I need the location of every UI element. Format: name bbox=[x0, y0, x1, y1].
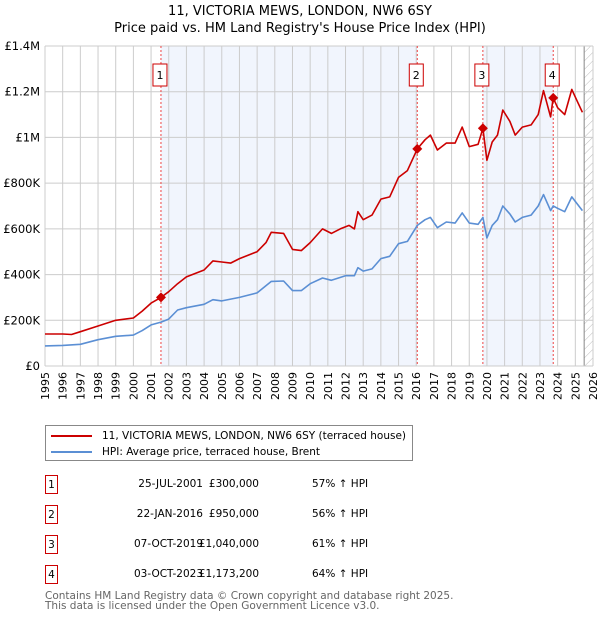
y-tick-label: £400K bbox=[3, 268, 40, 282]
x-tick-label: 2002 bbox=[163, 372, 176, 400]
transaction-hpi: 64% ↑ HPI bbox=[312, 568, 369, 580]
x-tick-label: 2014 bbox=[375, 372, 388, 400]
x-tick-label: 1996 bbox=[57, 372, 70, 400]
sale-point bbox=[548, 92, 559, 103]
y-tick-label: £1M bbox=[15, 130, 40, 144]
price-chart: 1995 1996 1997 1998 1999 2000 2001 2002 2003 2004… bbox=[3, 39, 600, 400]
y-tick-label: £1.4M bbox=[4, 39, 40, 53]
hpi-line bbox=[44, 193, 584, 347]
legend-item-hpi: HPI: Average price, terraced house, Bren… bbox=[46, 444, 320, 460]
chart-title: 11, VICTORIA MEWS, LONDON, NW6 6SY bbox=[168, 4, 432, 19]
x-tick-label: 1998 bbox=[92, 372, 105, 400]
x-tick-label: 2024 bbox=[552, 372, 565, 400]
x-tick-label: 2008 bbox=[269, 372, 282, 400]
x-tick-label: 2012 bbox=[340, 372, 353, 400]
x-tick-label: 2010 bbox=[304, 372, 317, 400]
x-tick-label: 1999 bbox=[110, 372, 123, 400]
transaction-price: £1,173,200 bbox=[198, 568, 259, 580]
y-tick-label: £600K bbox=[3, 222, 40, 236]
transaction-hpi: 61% ↑ HPI bbox=[312, 538, 369, 550]
property-price-line bbox=[45, 88, 584, 336]
transaction-row: 3 07-OCT-2019 £1,040,000 61% ↑ HPI bbox=[45, 535, 445, 555]
transaction-row: 4 03-OCT-2023 £1,173,200 64% ↑ HPI bbox=[45, 565, 445, 585]
sale-number-box bbox=[544, 63, 560, 87]
chart-subtitle: Price paid vs. HM Land Registry's House … bbox=[114, 21, 486, 36]
transaction-date: 03-OCT-2023 bbox=[134, 568, 203, 580]
transaction-date: 22-JAN-2016 bbox=[136, 508, 203, 520]
transaction-row: 1 25-JUL-2001 £300,000 57% ↑ HPI bbox=[45, 475, 445, 495]
x-tick-label: 2025 bbox=[569, 372, 582, 400]
sale-point bbox=[412, 143, 423, 154]
transaction-price: £300,000 bbox=[208, 478, 259, 490]
legend-item-property: 11, VICTORIA MEWS, LONDON, NW6 6SY (terr… bbox=[46, 428, 406, 444]
x-tick-label: 2018 bbox=[446, 372, 459, 400]
sale-number-box bbox=[474, 63, 490, 87]
x-tick-label: 2021 bbox=[499, 372, 512, 400]
transaction-price: £1,040,000 bbox=[198, 538, 259, 550]
x-tick-label: 2015 bbox=[393, 372, 406, 400]
x-tick-label: 2017 bbox=[428, 372, 441, 400]
x-tick-label: 2020 bbox=[481, 372, 494, 400]
sale-period-shade bbox=[160, 46, 418, 366]
sale-point bbox=[477, 123, 488, 134]
x-tick-label: 2000 bbox=[127, 372, 140, 400]
x-tick-label: 2009 bbox=[286, 372, 299, 400]
transaction-date: 07-OCT-2019 bbox=[134, 538, 203, 550]
x-tick-label: 2026 bbox=[587, 372, 600, 400]
y-tick-label: £1.2M bbox=[4, 85, 40, 99]
x-tick-label: 2001 bbox=[145, 372, 158, 400]
sale-number-label: 2 bbox=[413, 69, 420, 82]
x-tick-label: 2004 bbox=[198, 372, 211, 400]
legend-label: 11, VICTORIA MEWS, LONDON, NW6 6SY (terr… bbox=[102, 430, 407, 442]
footer-licence: This data is licensed under the Open Gov… bbox=[45, 600, 380, 612]
x-tick-label: 2011 bbox=[322, 372, 335, 400]
sale-number-label: 3 bbox=[478, 69, 485, 82]
transaction-price: £950,000 bbox=[208, 508, 259, 520]
x-tick-label: 2019 bbox=[463, 372, 476, 400]
transaction-date: 25-JUL-2001 bbox=[138, 478, 203, 490]
transaction-number: 1 bbox=[45, 475, 58, 494]
x-tick-label: 2007 bbox=[251, 372, 264, 400]
legend-swatch-red bbox=[51, 435, 92, 437]
x-tick-label: 2006 bbox=[233, 372, 246, 400]
legend-swatch-blue bbox=[51, 451, 92, 453]
sale-number-box bbox=[408, 63, 424, 87]
forecast-hatch bbox=[584, 46, 593, 366]
legend-label: HPI: Average price, terraced house, Bren… bbox=[102, 446, 321, 458]
transaction-number: 2 bbox=[45, 505, 58, 524]
x-tick-label: 1995 bbox=[39, 372, 52, 400]
transaction-number: 4 bbox=[45, 565, 58, 584]
transaction-hpi: 57% ↑ HPI bbox=[312, 478, 369, 490]
sale-number-box bbox=[152, 63, 168, 87]
x-tick-label: 2023 bbox=[534, 372, 547, 400]
y-tick-label: £0 bbox=[25, 359, 40, 373]
transaction-number: 3 bbox=[45, 535, 58, 554]
x-tick-label: 1997 bbox=[74, 372, 87, 400]
x-tick-label: 2003 bbox=[180, 372, 193, 400]
footer-copyright: Contains HM Land Registry data © Crown c… bbox=[45, 590, 454, 602]
transaction-hpi: 56% ↑ HPI bbox=[312, 508, 369, 520]
x-tick-label: 2016 bbox=[410, 372, 423, 400]
x-tick-label: 2013 bbox=[357, 372, 370, 400]
legend: 11, VICTORIA MEWS, LONDON, NW6 6SY (terr… bbox=[45, 425, 413, 461]
sale-point bbox=[155, 292, 166, 303]
sale-number-label: 1 bbox=[156, 69, 163, 82]
sale-number-label: 4 bbox=[549, 69, 556, 82]
transaction-row: 2 22-JAN-2016 £950,000 56% ↑ HPI bbox=[45, 505, 445, 525]
x-tick-label: 2005 bbox=[216, 372, 229, 400]
x-tick-label: 2022 bbox=[516, 372, 529, 400]
y-tick-label: £200K bbox=[3, 313, 40, 327]
y-tick-label: £800K bbox=[3, 176, 40, 190]
